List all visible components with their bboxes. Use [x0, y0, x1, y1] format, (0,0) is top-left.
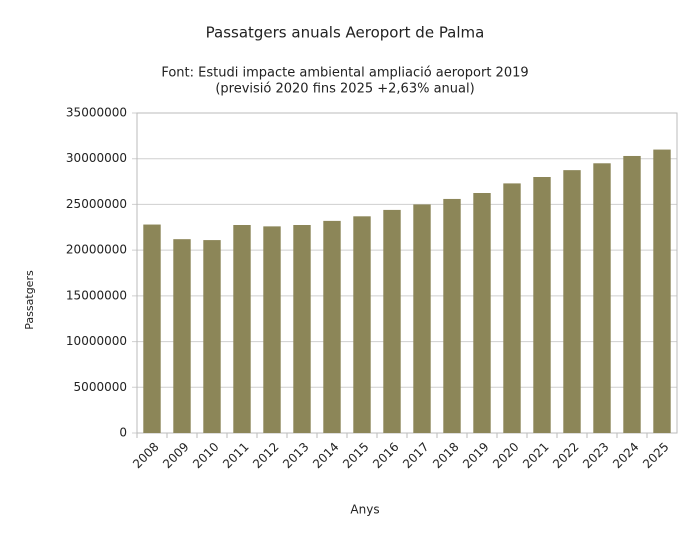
bar: [173, 239, 191, 433]
x-tick-label: 2023: [580, 440, 611, 471]
bar: [203, 240, 221, 433]
y-tick-label: 5000000: [74, 380, 127, 394]
x-tick-label: 2021: [520, 440, 551, 471]
x-tick-label: 2020: [490, 440, 521, 471]
y-tick-label: 0: [119, 426, 127, 440]
bar: [563, 170, 581, 433]
x-tick-label: 2008: [130, 440, 161, 471]
bar: [623, 155, 641, 433]
x-tick-label: 2014: [310, 440, 341, 471]
x-tick-label: 2019: [460, 440, 491, 471]
x-tick-label: 2025: [640, 440, 671, 471]
y-tick-label: 10000000: [66, 334, 127, 348]
x-tick-label: 2017: [400, 440, 431, 471]
bar: [143, 224, 161, 433]
bar: [383, 209, 401, 433]
x-tick-label: 2011: [220, 440, 251, 471]
y-tick-label: 25000000: [66, 197, 127, 211]
chart-title: Passatgers anuals Aeroport de Palma: [206, 24, 485, 42]
x-tick-label: 2010: [190, 440, 221, 471]
bar: [293, 225, 311, 433]
bar: [353, 216, 371, 433]
x-tick-label: 2024: [610, 440, 641, 471]
y-tick-label: 20000000: [66, 243, 127, 257]
x-axis-label: Anys: [350, 503, 379, 517]
y-axis-label: Passatgers: [23, 270, 36, 330]
y-tick-label: 30000000: [66, 151, 127, 165]
bar: [533, 177, 551, 433]
x-tick-label: 2013: [280, 440, 311, 471]
chart-subtitle: (previsió 2020 fins 2025 +2,63% anual): [215, 82, 474, 97]
bar: [653, 149, 671, 434]
bar: [323, 220, 341, 433]
x-tick-label: 2018: [430, 440, 461, 471]
x-tick-label: 2015: [340, 440, 371, 471]
x-tick-label: 2022: [550, 440, 581, 471]
bar: [503, 183, 521, 433]
chart-subtitle: Font: Estudi impacte ambiental ampliació…: [161, 66, 528, 81]
bar: [233, 225, 251, 433]
bar: [263, 226, 281, 433]
x-tick-label: 2016: [370, 440, 401, 471]
x-tick-label: 2009: [160, 440, 191, 471]
bar: [413, 204, 431, 433]
y-tick-label: 15000000: [66, 288, 127, 302]
bar: [443, 198, 461, 433]
y-tick-label: 35000000: [66, 106, 127, 120]
bar: [593, 163, 611, 434]
bar: [473, 193, 491, 433]
x-tick-label: 2012: [250, 440, 281, 471]
